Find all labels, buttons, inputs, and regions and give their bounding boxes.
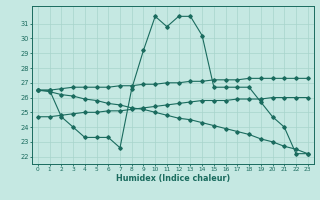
X-axis label: Humidex (Indice chaleur): Humidex (Indice chaleur)	[116, 174, 230, 183]
